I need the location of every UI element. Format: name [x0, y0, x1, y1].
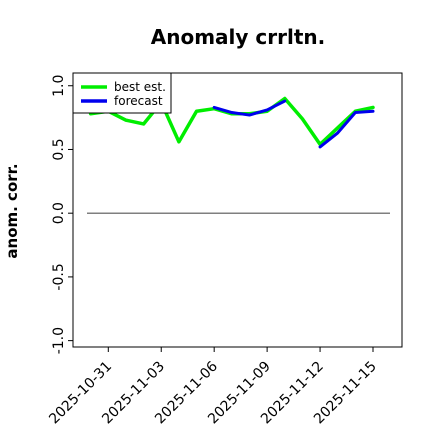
legend-label: forecast [114, 94, 163, 108]
legend-label: best est. [114, 80, 166, 94]
series-line-forecast [318, 109, 375, 149]
y-tick-label: -1.0 [51, 327, 67, 354]
series-line-forecast [212, 99, 287, 117]
y-tick-label: 0.5 [51, 138, 67, 160]
legend-box [72, 72, 172, 114]
plot-frame [72, 72, 403, 348]
plot-area: -1.0-0.50.00.51.02025-10-312025-11-03202… [46, 72, 403, 427]
y-tick-label: 1.0 [51, 75, 67, 97]
y-axis-label: anom. corr. [3, 163, 21, 258]
y-tick-label: -0.5 [51, 263, 67, 290]
legend: best est.forecast [72, 72, 172, 114]
y-tick-label: 0.0 [51, 202, 67, 224]
chart-title: Anomaly crrltn. [151, 25, 325, 49]
